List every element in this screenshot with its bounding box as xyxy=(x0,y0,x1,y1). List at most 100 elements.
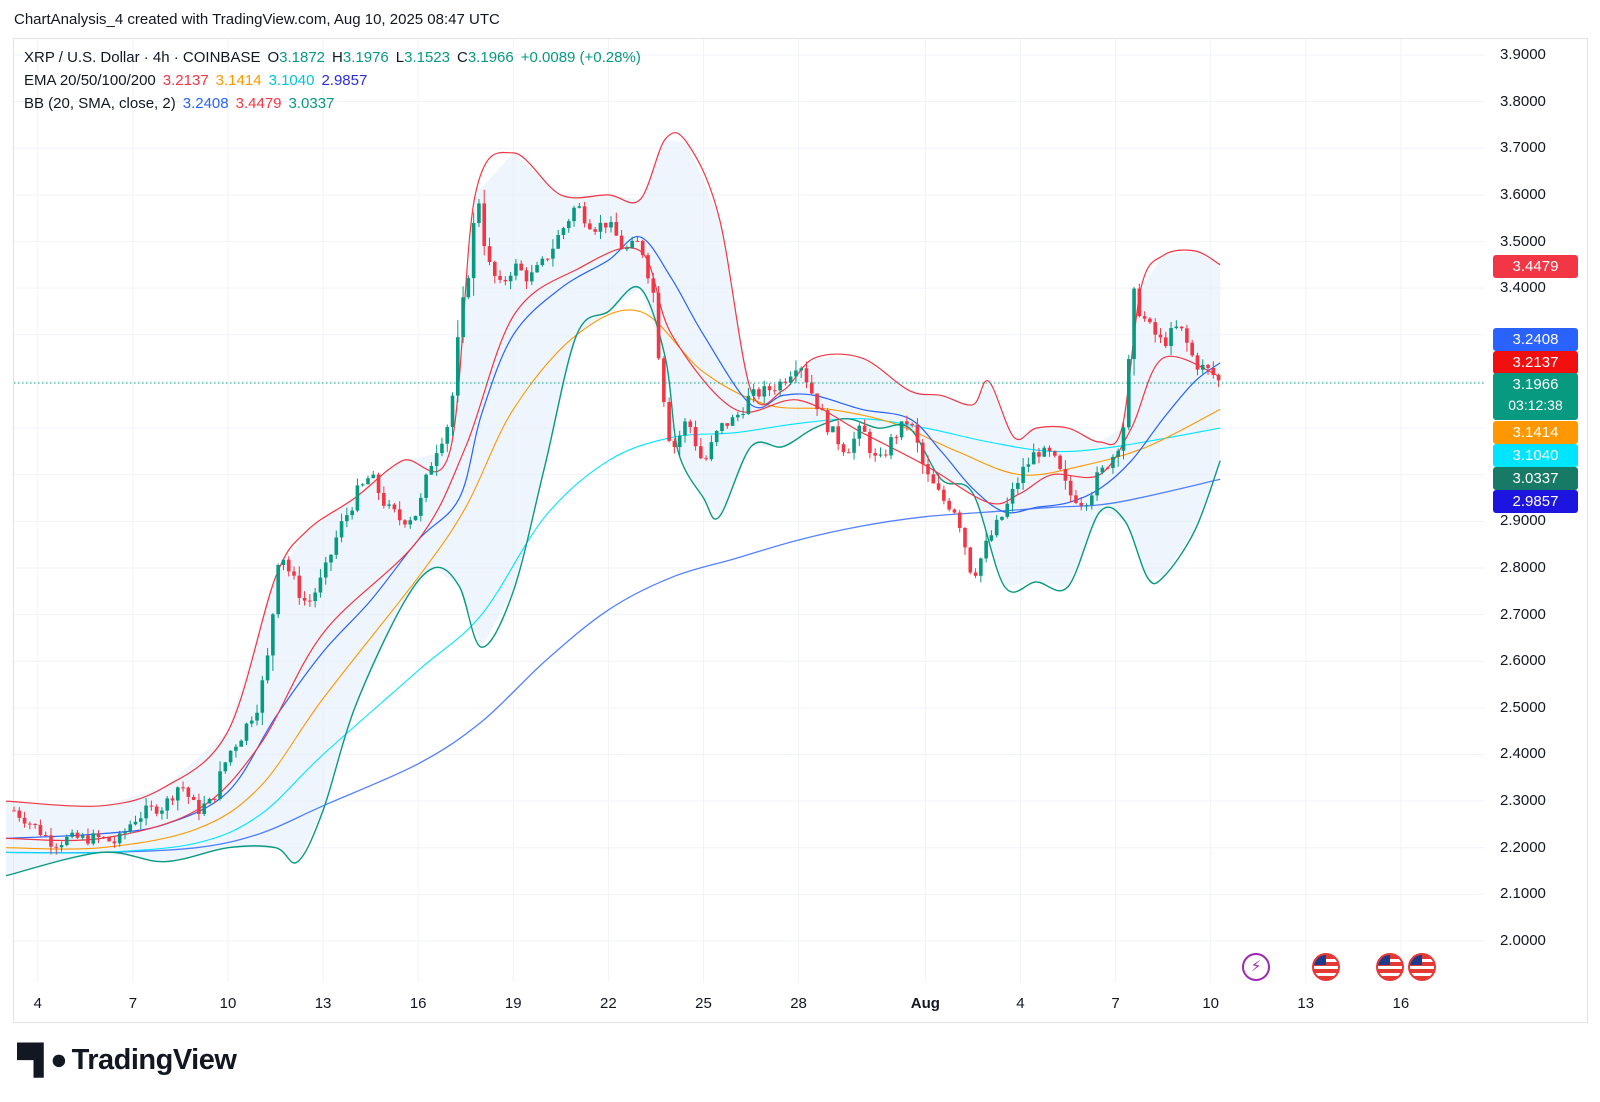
candle-body xyxy=(487,246,492,262)
candle-body xyxy=(1090,495,1094,506)
candle-down xyxy=(894,434,899,445)
candle-up xyxy=(1010,482,1015,512)
candle-body xyxy=(508,275,513,282)
candle-body xyxy=(799,368,804,371)
legend-bb-row[interactable]: BB (20, SMA, close, 2) 3.2408 3.4479 3.0337 xyxy=(24,95,341,112)
candle-body xyxy=(984,540,988,559)
candle-body xyxy=(133,821,138,825)
candle-up xyxy=(561,226,566,240)
candle-body xyxy=(181,787,185,789)
low-label: L xyxy=(395,49,405,66)
us-flag-event-icon[interactable] xyxy=(1312,953,1340,981)
price-tick-label: 3.9000 xyxy=(1500,46,1546,63)
candle-body xyxy=(630,240,634,248)
candle-body xyxy=(773,390,777,392)
candle-body xyxy=(979,558,983,576)
legend-ema-row[interactable]: EMA 20/50/100/200 3.2137 3.1414 3.1040 2.985… xyxy=(24,72,374,89)
time-tick-label: 7 xyxy=(128,995,138,1012)
candle-up xyxy=(1090,492,1094,510)
bb-label[interactable]: BB (20, SMA, close, 2) xyxy=(24,95,176,112)
time-tick-label: 25 xyxy=(695,995,712,1012)
us-flag-event-icon[interactable] xyxy=(1408,953,1436,981)
us-flag-event-icon[interactable] xyxy=(1376,953,1404,981)
candle-body xyxy=(43,835,48,837)
candle-down xyxy=(757,386,761,400)
candle-down xyxy=(836,420,840,451)
candle-body xyxy=(535,265,539,273)
candle-down xyxy=(487,237,492,266)
candle-body xyxy=(699,446,703,459)
candle-body xyxy=(450,395,455,428)
lightning-event-icon[interactable]: ⚡ xyxy=(1242,953,1270,981)
price-tick-label: 2.3000 xyxy=(1500,792,1546,810)
candle-body xyxy=(582,206,587,224)
candle-down xyxy=(54,843,59,855)
candle-up xyxy=(852,431,856,460)
candle-down xyxy=(1047,445,1052,457)
candle-body xyxy=(577,206,582,208)
chart-frame xyxy=(13,38,1588,1023)
candle-body xyxy=(514,263,518,276)
candle-up xyxy=(228,750,233,766)
candle-down xyxy=(952,508,957,514)
candle-up xyxy=(1100,465,1105,475)
candle-down xyxy=(947,498,951,512)
candle-body xyxy=(1042,447,1047,457)
candle-body xyxy=(1068,480,1073,496)
candle-up xyxy=(899,421,904,441)
time-tick-label: 16 xyxy=(1392,995,1410,1012)
tradingview-logo[interactable]: ▀▌● TradingView xyxy=(17,1044,237,1077)
candle-body xyxy=(852,438,856,453)
candle-down xyxy=(28,821,32,830)
candle-body xyxy=(323,562,328,578)
ema-label[interactable]: EMA 20/50/100/200 xyxy=(24,72,156,89)
candle-down xyxy=(482,189,487,256)
candle-body xyxy=(625,247,629,250)
candle-up xyxy=(339,513,344,543)
candle-down xyxy=(1068,475,1073,503)
ema50-badge: 3.1414 xyxy=(1493,421,1578,444)
candle-body xyxy=(862,425,867,432)
candle-body xyxy=(519,263,523,271)
candle-up xyxy=(1116,448,1121,467)
candle-up xyxy=(260,675,265,726)
candle-body xyxy=(170,798,175,801)
candle-body xyxy=(334,537,339,555)
candle-down xyxy=(1179,326,1184,332)
candle-body xyxy=(96,833,101,838)
candle-up xyxy=(979,557,983,583)
symbol-name[interactable]: XRP / U.S. Dollar · 4h · COINBASE xyxy=(24,49,261,66)
candle-body xyxy=(1000,516,1004,520)
candle-down xyxy=(308,594,312,608)
candle-body xyxy=(12,810,16,812)
candle-body xyxy=(139,818,143,822)
candle-body xyxy=(952,509,957,513)
candle-body xyxy=(1179,326,1184,329)
candle-body xyxy=(778,381,782,391)
candle-up xyxy=(1121,422,1126,460)
candle-body xyxy=(123,831,127,834)
candle-down xyxy=(1153,318,1157,343)
ema50-line xyxy=(6,309,1221,850)
bb-lower-line xyxy=(5,285,1221,877)
candle-body xyxy=(831,426,835,433)
candle-down xyxy=(582,201,587,228)
candle-up xyxy=(318,569,323,598)
candle-up xyxy=(440,437,444,457)
candle-down xyxy=(191,794,196,801)
bb-basis-value: 3.2408 xyxy=(182,95,229,112)
candle-up xyxy=(471,212,476,296)
candle-body xyxy=(1047,447,1052,452)
candle-body xyxy=(165,798,170,811)
candle-body xyxy=(815,393,819,410)
legend-symbol-row[interactable]: XRP / U.S. Dollar · 4h · COINBASE O3.1872… xyxy=(24,49,648,66)
candle-body xyxy=(603,222,608,228)
candle-up xyxy=(572,205,576,227)
candle-body xyxy=(350,510,354,516)
candle-down xyxy=(112,836,117,848)
candle-body xyxy=(408,520,413,525)
candle-down xyxy=(662,356,666,407)
candle-body xyxy=(572,207,576,222)
candle-down xyxy=(397,501,402,526)
